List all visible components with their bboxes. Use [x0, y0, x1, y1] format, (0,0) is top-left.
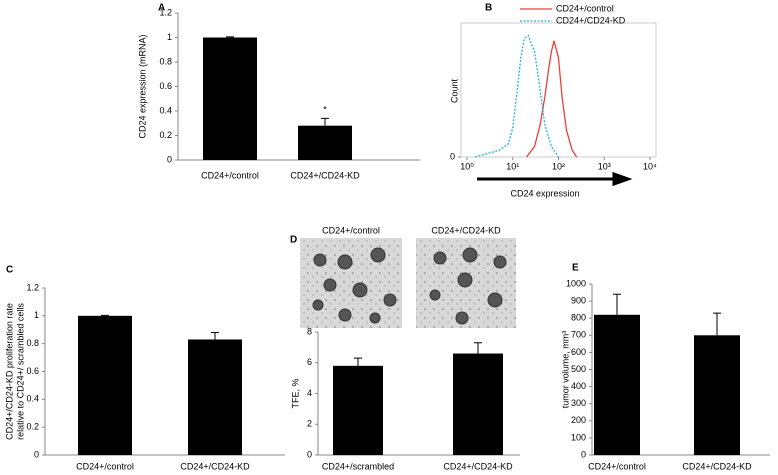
y-axis-label: Count: [449, 79, 459, 104]
y-tick-label: 300: [571, 398, 586, 408]
panel-label: E: [572, 263, 579, 274]
y-tick-label: 200: [571, 415, 586, 425]
x-tick-label: 10⁰: [460, 161, 474, 171]
error-bar: [613, 293, 621, 315]
x-tick-label: CD24+/CD24-KD: [443, 461, 513, 471]
y-tick-label: 0: [450, 151, 455, 161]
x-tick-label: 10¹: [506, 161, 519, 171]
y-tick-label: 6: [307, 357, 312, 367]
y-tick-label: 2: [307, 419, 312, 429]
bar: [298, 125, 352, 160]
legend-label: CD24+/CD24-KD: [556, 15, 626, 25]
y-tick-label: 0.8: [159, 56, 172, 66]
x-tick-label: CD24+/CD24-KD: [682, 461, 752, 471]
y-tick-label: 0: [167, 154, 172, 164]
y-tick-label: 0.2: [26, 422, 39, 432]
x-tick-label: 10²: [552, 161, 565, 171]
error-bar: [713, 312, 721, 336]
bar: [203, 37, 257, 160]
panel-label: B: [485, 3, 492, 14]
colonies: [312, 247, 397, 324]
y-tick-label: 0: [34, 449, 39, 459]
y-tick-label: 0: [307, 449, 312, 459]
y-tick-label: 600: [571, 347, 586, 357]
axis-arrow: [477, 171, 633, 187]
error-bar: [354, 357, 362, 366]
y-axis-label: tumor volume, mm³: [560, 331, 570, 409]
annotation: *: [323, 105, 327, 115]
y-tick-label: 100: [571, 432, 586, 442]
x-tick-label: CD24+/control: [588, 461, 646, 471]
y-tick-label: 1000: [566, 278, 586, 288]
y-axis-label: TFE, %: [290, 378, 300, 408]
y-tick-label: 1: [34, 310, 39, 320]
error-bar: [321, 117, 329, 126]
x-axis-label: CD24 expression: [510, 188, 579, 198]
y-tick-label: 0.8: [26, 338, 39, 348]
panel-label: C: [6, 265, 13, 276]
series-line: [474, 34, 560, 158]
bar: [333, 365, 383, 455]
x-tick-label: CD24+/scrambled: [322, 461, 394, 471]
image-title: CD24+/control: [322, 225, 380, 235]
legend-label: CD24+/control: [556, 3, 614, 13]
y-tick-label: 1: [167, 32, 172, 42]
y-axis-label: relative to CD24+/ scrambled cells: [15, 303, 25, 440]
error-bar: [226, 36, 234, 38]
image-title: CD24+/CD24-KD: [431, 225, 501, 235]
y-tick-label: 0.4: [159, 105, 172, 115]
y-tick-label: 8: [307, 326, 312, 336]
error-bar: [474, 342, 482, 354]
error-bar: [211, 332, 219, 340]
y-tick-label: 1.2: [26, 282, 39, 292]
panel-label: D: [290, 235, 297, 246]
x-tick-label: CD24+/CD24-KD: [290, 170, 360, 180]
colonies: [429, 247, 507, 325]
x-tick-label: 10⁴: [643, 161, 657, 171]
y-tick-label: 4: [307, 388, 312, 398]
bar: [453, 353, 503, 455]
bar: [188, 339, 242, 455]
bar: [694, 335, 740, 455]
y-axis-label: CD24+/CD24-KD proliferation rate: [4, 303, 14, 440]
y-tick-label: 500: [571, 364, 586, 374]
x-tick-label: CD24+/control: [201, 170, 259, 180]
y-tick-label: 0.6: [26, 366, 39, 376]
y-tick-label: 0.4: [26, 394, 39, 404]
panel-label: A: [158, 3, 165, 14]
y-tick-label: 0.2: [159, 130, 172, 140]
x-tick-label: CD24+/CD24-KD: [180, 461, 250, 471]
y-tick-label: 0.6: [159, 81, 172, 91]
y-tick-label: 700: [571, 330, 586, 340]
y-tick-label: 800: [571, 313, 586, 323]
colony-images: [300, 238, 516, 328]
bar: [78, 315, 132, 455]
x-tick-label: 10³: [598, 161, 611, 171]
x-tick-label: CD24+/control: [76, 461, 134, 471]
bar: [594, 314, 640, 455]
y-tick-label: 900: [571, 295, 586, 305]
y-axis-label: CD24 expression (mRNA): [137, 34, 147, 138]
y-tick-label: 0: [581, 449, 586, 459]
series-line: [526, 40, 578, 158]
y-tick-label: 1.2: [159, 7, 172, 17]
plot-frame: [460, 22, 657, 158]
y-tick-label: 400: [571, 381, 586, 391]
